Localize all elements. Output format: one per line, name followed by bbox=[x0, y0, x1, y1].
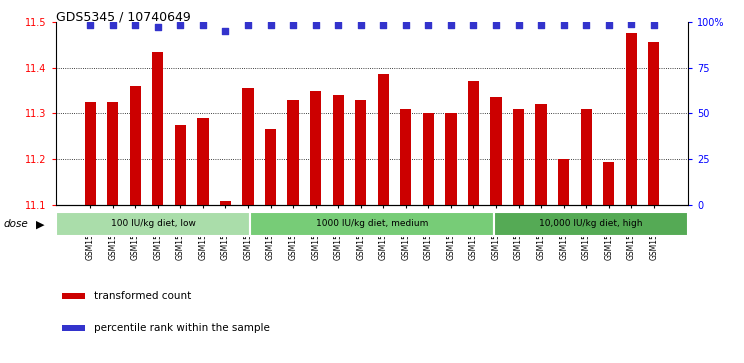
Point bbox=[513, 23, 525, 28]
Bar bbox=[85, 102, 96, 205]
Point bbox=[377, 23, 389, 28]
Bar bbox=[56, 212, 251, 236]
Bar bbox=[175, 125, 186, 205]
Bar bbox=[493, 212, 688, 236]
Bar bbox=[62, 293, 85, 299]
Point bbox=[445, 23, 457, 28]
Text: dose: dose bbox=[4, 219, 28, 229]
Bar bbox=[107, 102, 118, 205]
Point bbox=[467, 23, 479, 28]
Bar bbox=[490, 97, 501, 205]
Bar bbox=[648, 42, 659, 205]
Bar bbox=[445, 113, 457, 205]
Point bbox=[400, 23, 411, 28]
Bar bbox=[265, 130, 276, 205]
Point bbox=[355, 23, 367, 28]
Bar bbox=[558, 159, 569, 205]
Point bbox=[174, 23, 186, 28]
Point bbox=[490, 23, 502, 28]
Bar bbox=[423, 113, 434, 205]
Point bbox=[648, 23, 660, 28]
Text: 10,000 IU/kg diet, high: 10,000 IU/kg diet, high bbox=[539, 219, 643, 228]
Point bbox=[333, 23, 344, 28]
Point bbox=[287, 23, 299, 28]
Text: 1000 IU/kg diet, medium: 1000 IU/kg diet, medium bbox=[315, 219, 429, 228]
Point bbox=[558, 23, 570, 28]
Point bbox=[580, 23, 592, 28]
Text: ▶: ▶ bbox=[36, 219, 44, 229]
Point bbox=[603, 23, 615, 28]
Point bbox=[265, 23, 277, 28]
Bar bbox=[219, 201, 231, 205]
Text: 100 IU/kg diet, low: 100 IU/kg diet, low bbox=[111, 219, 196, 228]
Point bbox=[535, 23, 547, 28]
Bar bbox=[251, 212, 493, 236]
Bar bbox=[62, 325, 85, 331]
Bar bbox=[626, 33, 637, 205]
Bar bbox=[603, 162, 615, 205]
Bar bbox=[400, 109, 411, 205]
Point bbox=[107, 23, 119, 28]
Bar bbox=[333, 95, 344, 205]
Text: GDS5345 / 10740649: GDS5345 / 10740649 bbox=[56, 11, 190, 24]
Point bbox=[129, 23, 141, 28]
Bar bbox=[129, 86, 141, 205]
Bar bbox=[355, 100, 366, 205]
Bar bbox=[378, 74, 389, 205]
Point bbox=[625, 21, 637, 26]
Point bbox=[242, 23, 254, 28]
Point bbox=[84, 23, 96, 28]
Point bbox=[310, 23, 321, 28]
Bar bbox=[580, 109, 591, 205]
Bar bbox=[513, 109, 525, 205]
Bar bbox=[153, 52, 164, 205]
Bar bbox=[243, 88, 254, 205]
Bar bbox=[310, 90, 321, 205]
Point bbox=[423, 23, 434, 28]
Point bbox=[219, 28, 231, 34]
Text: transformed count: transformed count bbox=[94, 291, 192, 301]
Text: percentile rank within the sample: percentile rank within the sample bbox=[94, 323, 270, 333]
Point bbox=[197, 23, 209, 28]
Bar bbox=[468, 81, 479, 205]
Point bbox=[152, 24, 164, 30]
Bar bbox=[536, 104, 547, 205]
Bar bbox=[287, 100, 299, 205]
Bar bbox=[197, 118, 208, 205]
